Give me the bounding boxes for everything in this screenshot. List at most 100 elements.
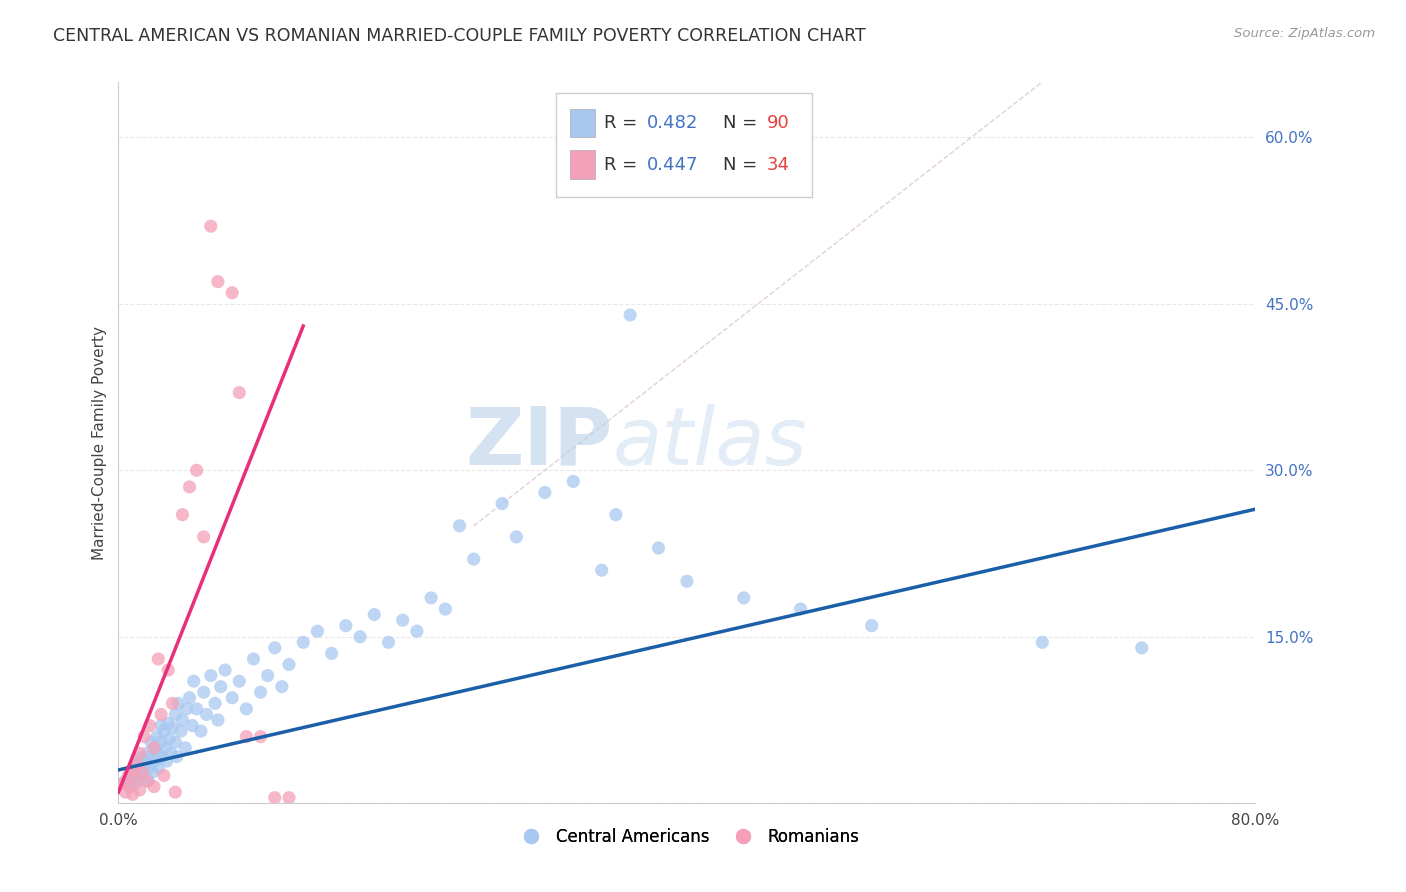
Point — [174, 740, 197, 755]
FancyBboxPatch shape — [569, 151, 595, 179]
Point — [176, 702, 198, 716]
Point — [235, 702, 257, 716]
Point — [157, 663, 180, 677]
Point — [155, 740, 177, 755]
Point — [143, 743, 166, 757]
Point — [136, 774, 159, 789]
Point — [186, 463, 208, 477]
Point — [179, 480, 201, 494]
Text: Source: ZipAtlas.com: Source: ZipAtlas.com — [1234, 27, 1375, 40]
Point — [505, 530, 527, 544]
Point — [278, 790, 301, 805]
Point — [143, 740, 166, 755]
Point — [733, 591, 755, 605]
Point — [263, 640, 285, 655]
Point — [162, 721, 184, 735]
Point — [165, 707, 187, 722]
Point — [179, 690, 201, 705]
Point — [278, 657, 301, 672]
Point — [131, 765, 153, 780]
Point — [165, 785, 187, 799]
Point — [145, 754, 167, 768]
Point — [165, 735, 187, 749]
Text: atlas: atlas — [613, 403, 808, 482]
Legend: Central Americans, Romanians: Central Americans, Romanians — [508, 822, 866, 853]
Point — [235, 730, 257, 744]
Point — [138, 718, 160, 732]
Point — [157, 716, 180, 731]
Point — [128, 783, 150, 797]
Point — [135, 746, 157, 760]
Point — [172, 508, 194, 522]
Point — [118, 780, 141, 794]
Point — [128, 752, 150, 766]
Point — [186, 702, 208, 716]
Point — [134, 754, 156, 768]
Point — [1130, 640, 1153, 655]
Point — [190, 724, 212, 739]
Point — [449, 518, 471, 533]
Point — [321, 647, 343, 661]
Point — [200, 219, 222, 234]
Point — [377, 635, 399, 649]
Point — [228, 674, 250, 689]
Point — [135, 763, 157, 777]
Point — [128, 746, 150, 760]
Point — [148, 761, 170, 775]
Point — [349, 630, 371, 644]
Point — [434, 602, 457, 616]
Point — [562, 475, 585, 489]
Point — [150, 718, 173, 732]
Point — [166, 749, 188, 764]
Text: CENTRAL AMERICAN VS ROMANIAN MARRIED-COUPLE FAMILY POVERTY CORRELATION CHART: CENTRAL AMERICAN VS ROMANIAN MARRIED-COU… — [53, 27, 866, 45]
Point — [121, 788, 143, 802]
Point — [195, 707, 218, 722]
Point — [111, 776, 134, 790]
Point — [128, 765, 150, 780]
Point — [128, 757, 150, 772]
Point — [242, 652, 264, 666]
Point — [256, 668, 278, 682]
Point — [860, 618, 883, 632]
Point — [391, 613, 413, 627]
Point — [204, 697, 226, 711]
Point — [193, 685, 215, 699]
Text: 0.447: 0.447 — [647, 156, 699, 174]
Point — [148, 746, 170, 760]
Point — [167, 697, 190, 711]
Point — [491, 497, 513, 511]
Point — [647, 541, 669, 555]
Point — [181, 718, 204, 732]
Text: 34: 34 — [766, 156, 790, 174]
FancyBboxPatch shape — [557, 93, 813, 197]
Point — [172, 713, 194, 727]
Point — [124, 772, 146, 786]
Point — [363, 607, 385, 622]
Point — [789, 602, 811, 616]
Point — [619, 308, 641, 322]
Point — [207, 275, 229, 289]
Y-axis label: Married-Couple Family Poverty: Married-Couple Family Poverty — [93, 326, 107, 559]
Point — [249, 685, 271, 699]
Point — [150, 735, 173, 749]
Text: ZIP: ZIP — [465, 403, 613, 482]
Point — [143, 780, 166, 794]
Point — [676, 574, 699, 589]
Point — [132, 730, 155, 744]
Point — [170, 724, 193, 739]
Point — [209, 680, 232, 694]
Point — [139, 757, 162, 772]
Point — [228, 385, 250, 400]
Point — [142, 765, 165, 780]
Point — [162, 697, 184, 711]
Point — [200, 668, 222, 682]
Point — [221, 285, 243, 300]
Point — [335, 618, 357, 632]
Point — [139, 735, 162, 749]
Point — [406, 624, 429, 639]
Point — [131, 761, 153, 775]
Point — [121, 763, 143, 777]
Point — [153, 768, 176, 782]
Point — [533, 485, 555, 500]
Point — [160, 746, 183, 760]
